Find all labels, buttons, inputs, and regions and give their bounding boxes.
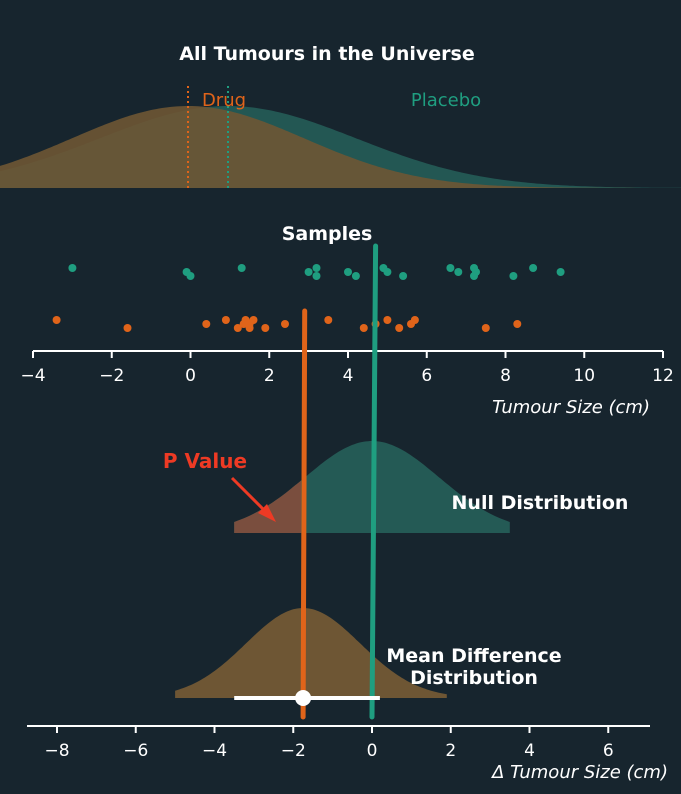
delta-tick-label: 0 (367, 741, 378, 761)
placebo-sample-point (446, 264, 455, 272)
placebo-label: Placebo (411, 90, 481, 111)
tumour-size-tick-label: 2 (264, 366, 275, 386)
delta-tick-label: −6 (123, 741, 148, 761)
delta-tick-label: 2 (445, 741, 456, 761)
placebo-sample-point (399, 272, 408, 280)
tumour-size-tick-label: 4 (343, 366, 354, 386)
placebo-sample-point (186, 272, 195, 280)
mean-lines (300, 243, 379, 720)
drug-sample-point (249, 316, 258, 324)
drug-sample-point (52, 316, 61, 324)
p-value-label: P Value (163, 449, 247, 473)
tumour-size-tick-label: 0 (185, 366, 196, 386)
drug-sample-point (481, 324, 490, 332)
mean-difference-label-line1: Mean Difference (386, 645, 561, 667)
drug-population-area (0, 106, 681, 188)
delta-tumour-size-axis-title: Δ Tumour Size (cm) (490, 762, 668, 783)
samples-title: Samples (282, 223, 373, 245)
drug-sample-point (261, 324, 270, 332)
drug-sample-point (202, 320, 211, 328)
placebo-sample-point (312, 264, 321, 272)
placebo-sample-point (312, 272, 321, 280)
delta-tick-label: 4 (524, 741, 535, 761)
drug-sample-point (383, 316, 392, 324)
drug-sample-point (233, 324, 242, 332)
p-value-arrow (230, 476, 276, 522)
mean-difference-distribution (175, 608, 447, 698)
placebo-sample-point (556, 268, 565, 276)
placebo-sample-point (383, 268, 392, 276)
drug-sample-point (513, 320, 522, 328)
drug-sample-point (221, 316, 230, 324)
mean-difference-label-line2: Distribution (410, 667, 538, 689)
drug-sample-point (359, 324, 368, 332)
drug-sample-point (123, 324, 132, 332)
placebo-sample-point (344, 268, 352, 276)
drug-sample-point (324, 316, 333, 324)
drug-sample-point (281, 320, 289, 328)
placebo-sample-point (304, 268, 313, 276)
tumour-size-tick-label: 12 (652, 366, 674, 386)
tumour-size-tick-label: 6 (421, 366, 432, 386)
confidence-interval (234, 690, 380, 706)
drug-mean-line (300, 308, 308, 720)
tumour-size-tick-label: 10 (573, 366, 595, 386)
placebo-sample-point (529, 264, 538, 272)
delta-tick-label: −4 (202, 741, 227, 761)
tumour-size-axis: −4 −2 0 2 4 6 8 10 12 (20, 350, 674, 386)
placebo-sample-point (351, 272, 360, 280)
universe-title: All Tumours in the Universe (179, 43, 474, 65)
delta-tick-label: 6 (603, 741, 614, 761)
placebo-sample-point (509, 272, 518, 280)
tumour-size-tick-label: −2 (99, 366, 124, 386)
placebo-mean-line (369, 243, 379, 720)
delta-tick-label: −8 (44, 741, 69, 761)
delta-tick-label: −2 (281, 741, 306, 761)
tumour-size-tick-label: −4 (20, 366, 45, 386)
delta-tumour-size-axis: −8 −6 −4 −2 0 2 4 6 (27, 725, 650, 761)
tumour-size-axis-title: Tumour Size (cm) (492, 397, 650, 418)
drug-label: Drug (202, 90, 246, 111)
samples-dots (52, 264, 565, 332)
point-estimate (295, 690, 312, 706)
placebo-sample-point (68, 264, 77, 272)
null-distribution-label: Null Distribution (452, 492, 629, 514)
tumour-size-tick-label: 8 (500, 366, 511, 386)
drug-sample-point (395, 324, 404, 332)
placebo-sample-point (454, 268, 463, 276)
mean-difference-area (175, 608, 447, 698)
population-distributions (0, 86, 681, 188)
placebo-sample-point (237, 264, 246, 272)
drug-sample-point (410, 316, 419, 324)
placebo-sample-point (472, 268, 480, 276)
